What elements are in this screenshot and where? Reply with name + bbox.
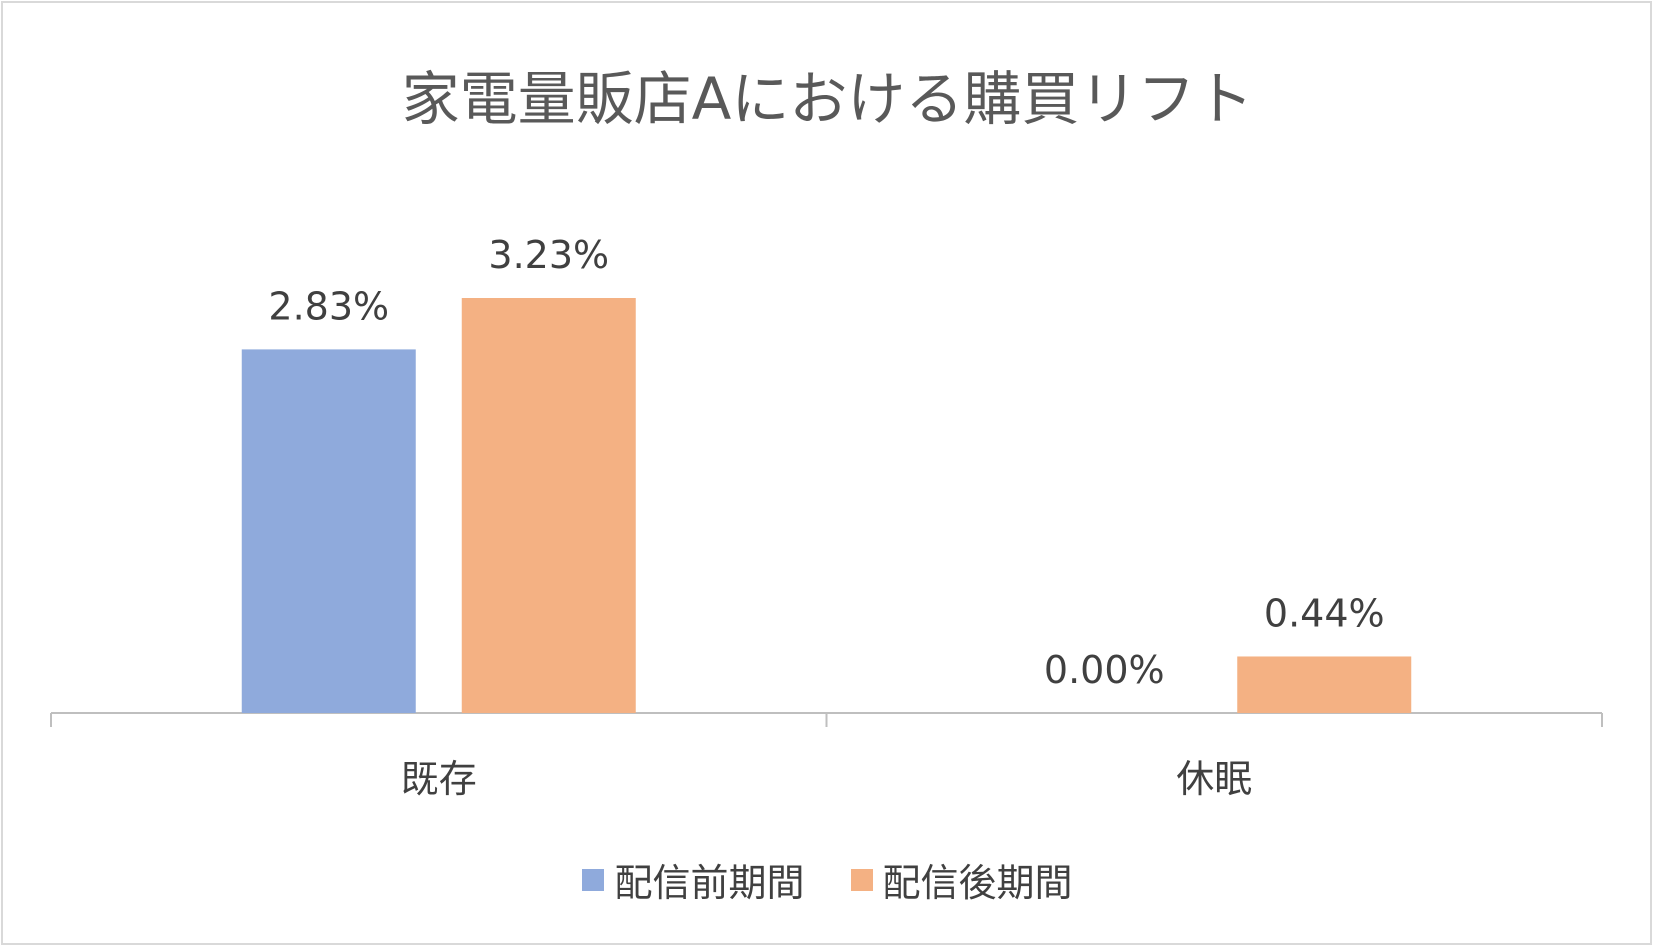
category-label: 休眠 bbox=[1176, 757, 1252, 801]
legend-label-after: 配信後期間 bbox=[882, 861, 1073, 905]
category-label: 既存 bbox=[401, 757, 477, 801]
bar[interactable] bbox=[461, 298, 636, 713]
data-label: 2.83% bbox=[268, 284, 389, 328]
chart-title: 家電量販店Aにおける購買リフト bbox=[401, 65, 1254, 133]
legend-swatch-after bbox=[850, 868, 873, 891]
legend-item-before[interactable]: 配信前期間 bbox=[582, 852, 805, 907]
data-label: 0.00% bbox=[1044, 648, 1165, 692]
legend-item-after[interactable]: 配信後期間 bbox=[850, 852, 1073, 907]
data-label: 0.44% bbox=[1264, 591, 1385, 635]
bar[interactable] bbox=[241, 349, 416, 713]
legend-swatch-before bbox=[582, 868, 605, 891]
data-label: 3.23% bbox=[488, 233, 609, 277]
legend-label-before: 配信前期間 bbox=[614, 861, 805, 905]
bar[interactable] bbox=[1237, 656, 1412, 713]
legend: 配信前期間 配信後期間 bbox=[0, 852, 1655, 907]
